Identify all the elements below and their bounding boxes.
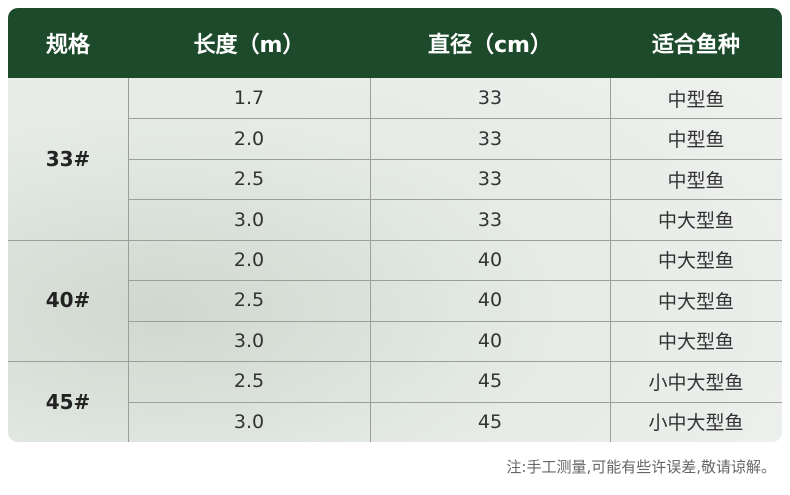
row-divider [128,199,782,201]
table-cell: 33 [477,127,503,150]
table-cell: 33 [477,208,503,231]
column-divider [370,78,371,442]
spec-cell: 33# [45,146,91,171]
table-cell: 中大型鱼 [657,250,734,273]
table-cell: 2.5 [233,289,265,312]
spec-cell: 45# [45,389,91,414]
table-cell: 1.7 [233,87,265,110]
table-header [8,8,782,78]
table-cell: 2.0 [233,127,265,150]
row-divider [8,239,782,241]
table-cell: 小中大型鱼 [648,371,744,394]
table-cell: 2.5 [233,168,265,191]
column-divider [128,78,129,442]
row-divider [128,320,782,322]
header-cell: 规格 [45,33,90,58]
row-divider [8,361,782,363]
table-cell: 中大型鱼 [657,210,734,233]
table-cell: 中型鱼 [667,88,725,111]
table-cell: 40 [477,289,503,312]
header-cell: 长度（m） [193,33,305,58]
table-cell: 中型鱼 [667,169,725,192]
row-divider [128,280,782,282]
column-divider [610,78,611,442]
spec-table: 规格 长度（m） 直径（cm） 适合鱼种 33# 1.7 33 中型鱼 2.0 33 中型鱼 2.5 3… [8,8,782,442]
row-divider [128,401,782,403]
table-cell: 3.0 [233,410,265,433]
table-cell: 中型鱼 [667,129,725,152]
header-cell: 直径（cm） [428,33,552,58]
table-cell: 33 [477,168,503,191]
header-cell: 适合鱼种 [651,33,740,58]
table-cell: 3.0 [233,208,265,231]
table-cell: 小中大型鱼 [648,412,744,435]
table-cell: 3.0 [233,329,265,352]
table-cell: 2.0 [233,248,265,271]
table-cell: 40 [477,248,503,271]
table-cell: 33 [477,87,503,110]
row-divider [128,158,782,160]
table-cell: 45 [477,370,503,393]
table-cell: 40 [477,329,503,352]
row-divider [128,118,782,120]
spec-cell: 40# [45,288,91,313]
table-cell: 45 [477,410,503,433]
table-cell: 中大型鱼 [657,290,734,313]
table-cell: 中大型鱼 [657,331,734,354]
table-cell: 2.5 [233,370,265,393]
note: 注:手工测量,可能有些许误差,敬请谅解。 [506,458,776,476]
